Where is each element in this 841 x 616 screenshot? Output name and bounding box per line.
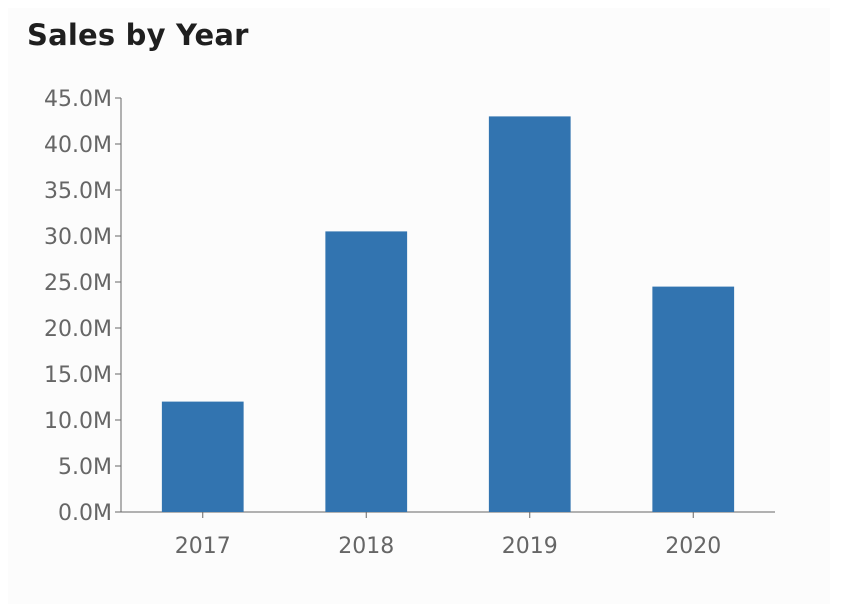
bar-2017 xyxy=(161,401,244,512)
bars xyxy=(161,116,735,513)
y-tick-label: 40.0M xyxy=(44,133,112,158)
y-tick-label: 30.0M xyxy=(44,225,112,250)
y-tick-label: 45.0M xyxy=(44,87,112,112)
x-tick-label: 2019 xyxy=(502,534,558,559)
y-tick-label: 5.0M xyxy=(58,455,112,480)
y-tick-label: 15.0M xyxy=(44,363,112,388)
x-axis: 2017 2018 2019 2020 xyxy=(121,511,775,559)
bar-2019 xyxy=(488,116,571,513)
y-tick-label: 20.0M xyxy=(44,317,112,342)
y-axis: 0.0M 5.0M 10.0M 15.0M 20.0M 25.0M 30.0M 35.0M 40… xyxy=(44,87,122,526)
bar-2018 xyxy=(325,231,408,512)
y-tick-label: 35.0M xyxy=(44,179,112,204)
y-tick-label: 25.0M xyxy=(44,271,112,296)
y-tick-label: 0.0M xyxy=(58,501,112,526)
y-tick-label: 10.0M xyxy=(44,409,112,434)
bar-2020 xyxy=(652,286,735,512)
chart-title: Sales by Year xyxy=(27,18,249,52)
x-tick-label: 2020 xyxy=(665,534,721,559)
x-tick-label: 2018 xyxy=(338,534,394,559)
x-tick-label: 2017 xyxy=(175,534,231,559)
